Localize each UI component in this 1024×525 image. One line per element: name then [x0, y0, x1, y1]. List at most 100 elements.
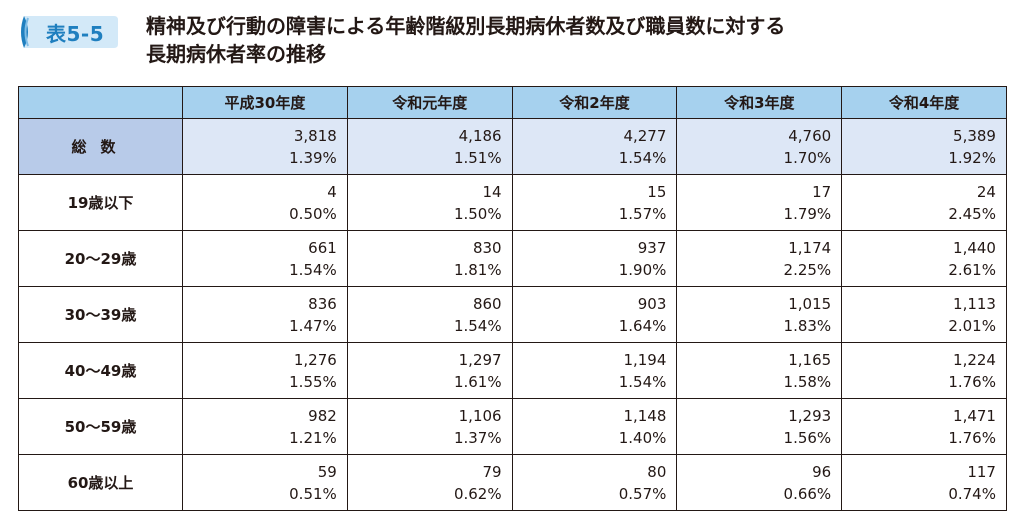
count-value: 15 — [647, 182, 667, 201]
rate-value: 1.47% — [289, 316, 337, 335]
data-cell: 1,297 1.61% — [346, 342, 513, 399]
data-cell: 79 0.62% — [346, 454, 513, 511]
row-label: 19歳以下 — [18, 174, 183, 231]
figure-header: 表5-5 精神及び行動の障害による年齢階級別長期病休者数及び職員数に対する 長期… — [18, 12, 1008, 72]
rate-value: 1.76% — [948, 428, 996, 447]
data-cell: 5,389 1.92% — [841, 118, 1007, 175]
rate-value: 1.54% — [618, 148, 667, 167]
rate-value: 0.57% — [618, 484, 667, 503]
count-value: 1,293 — [788, 406, 832, 425]
count-value: 5,389 — [953, 126, 996, 145]
count-value: 4,186 — [458, 126, 502, 145]
rate-value: 1.56% — [783, 428, 832, 447]
row-label: 20～29歳 — [18, 230, 183, 287]
rate-value: 1.40% — [618, 428, 667, 447]
rate-value: 1.54% — [453, 316, 502, 335]
data-cell: 96 0.66% — [676, 454, 843, 511]
row-label: 総数 — [18, 118, 183, 175]
data-cell: 1,276 1.55% — [182, 342, 348, 399]
data-cell: 1,113 2.01% — [841, 286, 1007, 343]
count-value: 1,174 — [788, 238, 832, 257]
count-value: 59 — [317, 462, 337, 481]
count-value: 830 — [472, 238, 502, 257]
sick-leave-table: 平成30年度 令和元年度 令和2年度 令和3年度 令和4年度 総数 3,818 1… — [18, 86, 1007, 511]
data-cell: 1,293 1.56% — [676, 398, 843, 455]
table-title-line2: 長期病休者率の推移 — [146, 42, 326, 66]
rate-value: 1.54% — [618, 372, 667, 391]
count-value: 1,148 — [623, 406, 667, 425]
count-value: 661 — [308, 238, 337, 257]
rate-value: 1.39% — [289, 148, 337, 167]
row-label: 50～59歳 — [18, 398, 183, 455]
count-value: 937 — [637, 238, 667, 257]
data-cell: 17 1.79% — [676, 174, 843, 231]
count-value: 1,224 — [953, 350, 996, 369]
rate-value: 0.50% — [289, 204, 337, 223]
table-row-total: 総数 3,818 1.39% 4,186 1.51% 4,277 1.54% 4,76… — [18, 118, 1007, 175]
table-header-row: 平成30年度 令和元年度 令和2年度 令和3年度 令和4年度 — [18, 86, 1007, 119]
count-value: 79 — [482, 462, 502, 481]
column-header: 令和2年度 — [511, 86, 678, 119]
table-title: 精神及び行動の障害による年齢階級別長期病休者数及び職員数に対する 長期病休者率の… — [146, 12, 1006, 68]
count-value: 14 — [482, 182, 502, 201]
count-value: 1,276 — [293, 350, 337, 369]
data-cell: 836 1.47% — [182, 286, 348, 343]
rate-value: 2.61% — [948, 260, 996, 279]
count-value: 1,165 — [788, 350, 832, 369]
table-number-tag: 表5-5 — [18, 14, 118, 50]
count-value: 96 — [812, 462, 832, 481]
data-cell: 860 1.54% — [346, 286, 513, 343]
table-row: 50～59歳 982 1.21% 1,106 1.37% 1,148 1.40% 1,… — [18, 398, 1007, 455]
rate-value: 1.81% — [453, 260, 502, 279]
count-value: 4,760 — [788, 126, 832, 145]
data-cell: 4,760 1.70% — [676, 118, 843, 175]
rate-value: 1.70% — [783, 148, 832, 167]
rate-value: 1.79% — [783, 204, 832, 223]
rate-value: 0.74% — [948, 484, 996, 503]
count-value: 117 — [967, 462, 996, 481]
row-label: 40～49歳 — [18, 342, 183, 399]
rate-value: 1.92% — [948, 148, 996, 167]
count-value: 4 — [327, 182, 337, 201]
count-value: 1,106 — [458, 406, 502, 425]
data-cell: 830 1.81% — [346, 230, 513, 287]
table-title-line1: 精神及び行動の障害による年齢階級別長期病休者数及び職員数に対する — [146, 14, 786, 38]
count-value: 1,194 — [623, 350, 667, 369]
data-cell: 1,106 1.37% — [346, 398, 513, 455]
table-row: 30～39歳 836 1.47% 860 1.54% 903 1.64% 1,015 1… — [18, 286, 1007, 343]
data-cell: 1,440 2.61% — [841, 230, 1007, 287]
table-row: 20～29歳 661 1.54% 830 1.81% 937 1.90% 1,174 2… — [18, 230, 1007, 287]
count-value: 1,471 — [953, 406, 996, 425]
rate-value: 0.62% — [453, 484, 502, 503]
rate-value: 1.76% — [948, 372, 996, 391]
rate-value: 1.64% — [618, 316, 667, 335]
data-cell: 4 0.50% — [182, 174, 348, 231]
rate-value: 2.01% — [948, 316, 996, 335]
data-cell: 4,186 1.51% — [346, 118, 513, 175]
rate-value: 1.51% — [453, 148, 502, 167]
rate-value: 2.45% — [948, 204, 996, 223]
data-cell: 1,015 1.83% — [676, 286, 843, 343]
rate-value: 1.58% — [783, 372, 832, 391]
count-value: 903 — [637, 294, 667, 313]
count-value: 80 — [647, 462, 667, 481]
data-cell: 80 0.57% — [511, 454, 678, 511]
table-row: 40～49歳 1,276 1.55% 1,297 1.61% 1,194 1.54% … — [18, 342, 1007, 399]
table-number-label: 表5-5 — [46, 22, 105, 46]
data-cell: 1,224 1.76% — [841, 342, 1007, 399]
rate-value: 1.90% — [618, 260, 667, 279]
data-cell: 937 1.90% — [511, 230, 678, 287]
column-header: 令和元年度 — [346, 86, 513, 119]
tag-swoosh-icon — [21, 16, 118, 48]
data-cell: 117 0.74% — [841, 454, 1007, 511]
data-cell: 3,818 1.39% — [182, 118, 348, 175]
rate-value: 1.37% — [453, 428, 502, 447]
data-cell: 982 1.21% — [182, 398, 348, 455]
data-cell: 1,165 1.58% — [676, 342, 843, 399]
count-value: 4,277 — [623, 126, 667, 145]
rate-value: 1.50% — [453, 204, 502, 223]
column-header: 令和3年度 — [676, 86, 843, 119]
data-cell: 1,471 1.76% — [841, 398, 1007, 455]
data-cell: 903 1.64% — [511, 286, 678, 343]
count-value: 17 — [812, 182, 832, 201]
